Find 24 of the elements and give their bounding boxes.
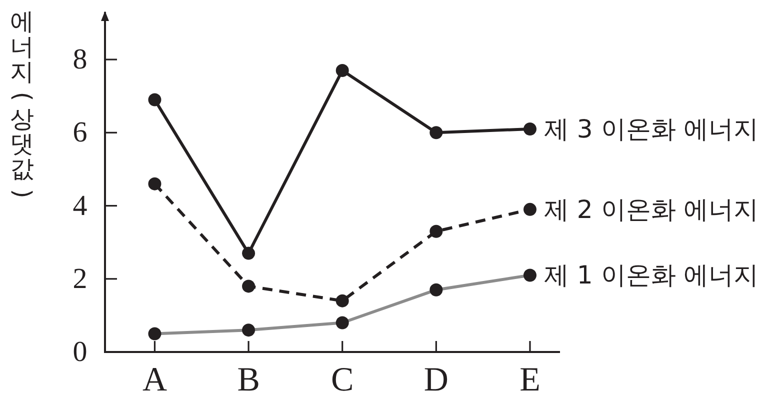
- x-tick-label: E: [520, 362, 540, 398]
- y-tick-label: 0: [72, 336, 88, 368]
- y-tick-label: 6: [72, 116, 88, 149]
- point: [523, 202, 536, 216]
- point: [148, 93, 162, 106]
- series-label: 제 1 이온화 에너지: [544, 260, 759, 290]
- point: [430, 126, 443, 140]
- point: [242, 280, 256, 293]
- y-tick-label: 2: [72, 262, 88, 295]
- x-tick-label: D: [424, 362, 448, 398]
- point: [430, 224, 443, 238]
- point: [336, 64, 349, 77]
- x-tick-label: A: [142, 362, 168, 398]
- y-axis-title: 에너지(상댓값): [8, 8, 37, 198]
- series-label: 제 2 이온화 에너지: [544, 194, 759, 224]
- x-tick-label: C: [331, 362, 354, 398]
- y-tick-label: 4: [72, 190, 88, 222]
- point: [242, 246, 256, 260]
- x-tick-label: B: [237, 362, 260, 398]
- point: [523, 122, 536, 136]
- y-tick-label: 8: [72, 44, 88, 76]
- point: [336, 294, 349, 308]
- series-label: 제 3 이온화 에너지: [544, 114, 759, 144]
- point: [148, 177, 162, 190]
